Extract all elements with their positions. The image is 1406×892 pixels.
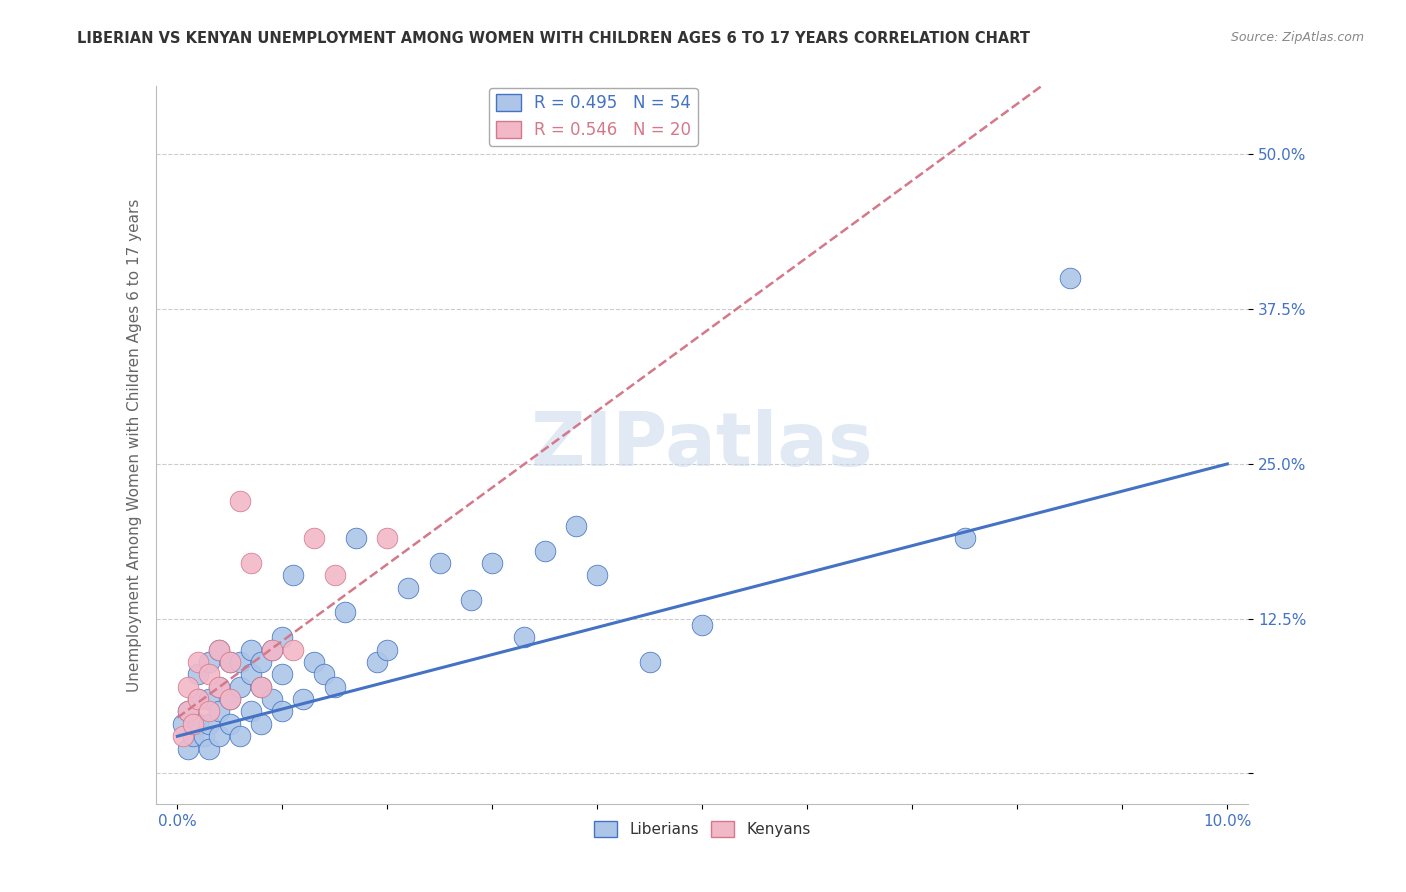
Point <box>181 716 204 731</box>
Point <box>260 642 283 657</box>
Point <box>218 692 240 706</box>
Point <box>323 680 346 694</box>
Point <box>208 642 231 657</box>
Point <box>366 655 388 669</box>
Point <box>314 667 336 681</box>
Point <box>177 741 200 756</box>
Point <box>302 655 325 669</box>
Point <box>229 494 252 508</box>
Point <box>239 556 262 570</box>
Point <box>281 642 304 657</box>
Point <box>1059 271 1081 285</box>
Point <box>953 531 976 545</box>
Text: LIBERIAN VS KENYAN UNEMPLOYMENT AMONG WOMEN WITH CHILDREN AGES 6 TO 17 YEARS COR: LIBERIAN VS KENYAN UNEMPLOYMENT AMONG WO… <box>77 31 1031 46</box>
Point <box>198 716 221 731</box>
Point <box>239 667 262 681</box>
Point <box>177 705 200 719</box>
Point <box>260 642 283 657</box>
Point <box>229 655 252 669</box>
Point <box>377 531 399 545</box>
Point <box>429 556 451 570</box>
Point <box>692 617 714 632</box>
Point <box>218 655 240 669</box>
Point <box>460 593 482 607</box>
Point <box>198 655 221 669</box>
Point <box>208 680 231 694</box>
Point <box>335 606 357 620</box>
Point <box>208 680 231 694</box>
Point <box>638 655 661 669</box>
Text: ZIPatlas: ZIPatlas <box>531 409 873 482</box>
Point <box>172 729 194 743</box>
Point <box>534 543 557 558</box>
Point <box>187 692 209 706</box>
Point <box>181 729 204 743</box>
Point <box>292 692 315 706</box>
Point <box>208 705 231 719</box>
Point <box>198 705 221 719</box>
Point <box>323 568 346 582</box>
Point <box>198 667 221 681</box>
Point <box>208 642 231 657</box>
Y-axis label: Unemployment Among Women with Children Ages 6 to 17 years: Unemployment Among Women with Children A… <box>128 199 142 692</box>
Point <box>481 556 503 570</box>
Point <box>271 667 294 681</box>
Point <box>177 705 200 719</box>
Point <box>172 716 194 731</box>
Point <box>218 655 240 669</box>
Point <box>218 716 240 731</box>
Point <box>250 680 273 694</box>
Legend: Liberians, Kenyans: Liberians, Kenyans <box>588 815 817 843</box>
Point <box>565 518 588 533</box>
Point <box>271 705 294 719</box>
Point <box>260 692 283 706</box>
Point <box>187 716 209 731</box>
Point <box>187 655 209 669</box>
Point <box>187 667 209 681</box>
Point <box>239 705 262 719</box>
Point <box>250 680 273 694</box>
Point <box>344 531 367 545</box>
Text: Source: ZipAtlas.com: Source: ZipAtlas.com <box>1230 31 1364 45</box>
Point <box>396 581 419 595</box>
Point <box>208 729 231 743</box>
Point <box>513 630 536 644</box>
Point <box>239 642 262 657</box>
Point <box>250 655 273 669</box>
Point <box>187 692 209 706</box>
Point <box>229 729 252 743</box>
Point <box>250 716 273 731</box>
Point <box>218 692 240 706</box>
Point <box>198 692 221 706</box>
Point <box>271 630 294 644</box>
Point <box>177 680 200 694</box>
Point <box>193 729 215 743</box>
Point <box>586 568 609 582</box>
Point <box>377 642 399 657</box>
Point <box>281 568 304 582</box>
Point <box>198 741 221 756</box>
Point <box>302 531 325 545</box>
Point <box>229 680 252 694</box>
